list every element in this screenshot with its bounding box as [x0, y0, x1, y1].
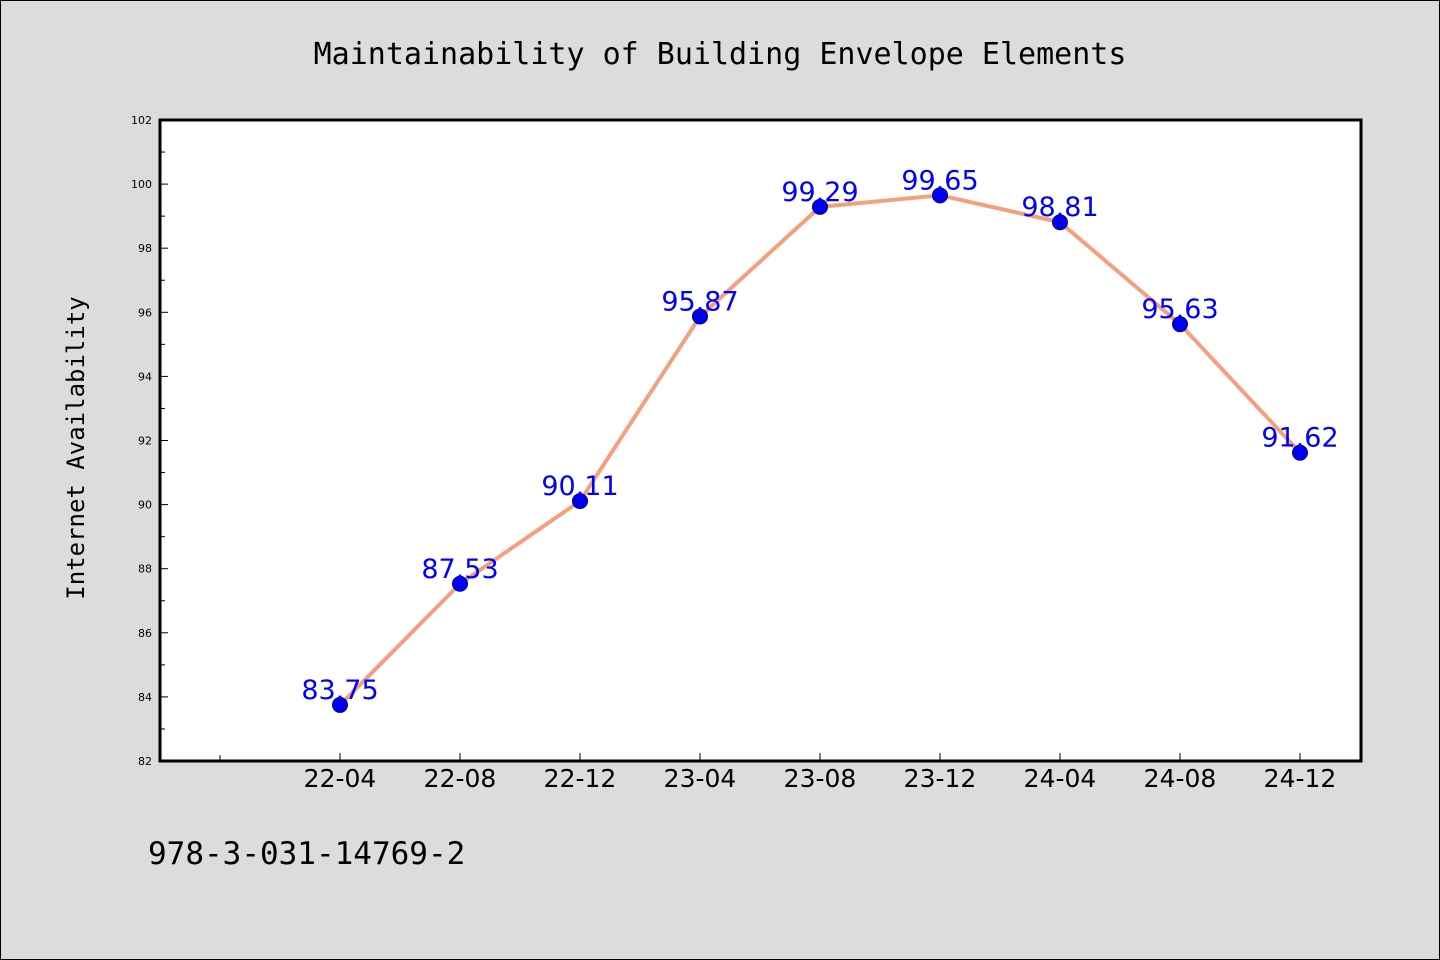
y-tick-label: 98 [138, 242, 152, 255]
data-labels: 83.75 87.53 90.11 95.87 99.29 99.65 98.81 95.63… [301, 165, 1338, 706]
y-axis: 82 84 86 88 90 92 94 96 98 100 102 [131, 114, 168, 768]
data-point [1172, 316, 1188, 333]
y-tick-label: 90 [138, 499, 152, 512]
x-tick-label: 23-04 [664, 764, 737, 793]
x-tick-label: 22-08 [424, 764, 497, 793]
x-tick-label: 23-08 [784, 764, 857, 793]
data-label: 90.11 [541, 471, 618, 502]
series-line-group [332, 187, 1308, 713]
data-label: 87.53 [421, 554, 498, 585]
data-point [1292, 444, 1308, 461]
plot-area [158, 118, 1363, 763]
x-tick-label: 23-12 [904, 764, 977, 793]
data-point [452, 575, 468, 592]
y-axis-label: Internet Availability [62, 296, 90, 599]
data-point [332, 696, 348, 713]
y-tick-label: 84 [138, 691, 152, 704]
y-tick-label: 86 [138, 627, 152, 640]
data-label: 95.87 [661, 286, 738, 317]
x-axis: 22-04 22-08 22-12 23-04 23-08 23-12 24-04 24-08… [219, 753, 1337, 793]
y-tick-label: 102 [131, 114, 152, 127]
footnote-isbn: 978-3-031-14769-2 [148, 836, 465, 872]
x-tick-label: 24-08 [1144, 764, 1217, 793]
y-tick-label: 96 [138, 306, 152, 319]
x-tick-label: 24-04 [1024, 764, 1097, 793]
y-tick-label: 92 [138, 435, 152, 448]
data-point [1052, 214, 1068, 231]
data-point [812, 198, 828, 215]
data-point [692, 308, 708, 325]
data-label: 95.63 [1141, 294, 1218, 325]
x-tick-label: 22-12 [544, 764, 617, 793]
data-label: 83.75 [301, 675, 378, 706]
y-tick-label: 100 [131, 178, 152, 191]
data-point [572, 493, 588, 510]
chart-title: Maintainability of Building Envelope Ele… [314, 37, 1127, 72]
y-tick-label: 88 [138, 563, 152, 576]
y-tick-label: 94 [138, 370, 152, 383]
data-point [932, 187, 948, 204]
x-tick-label: 24-12 [1264, 764, 1337, 793]
data-label: 91.62 [1261, 423, 1338, 454]
y-tick-label: 82 [138, 755, 152, 768]
data-label: 98.81 [1021, 192, 1098, 223]
data-label: 99.65 [901, 165, 978, 196]
data-label: 99.29 [781, 177, 858, 208]
x-tick-label: 22-04 [304, 764, 377, 793]
